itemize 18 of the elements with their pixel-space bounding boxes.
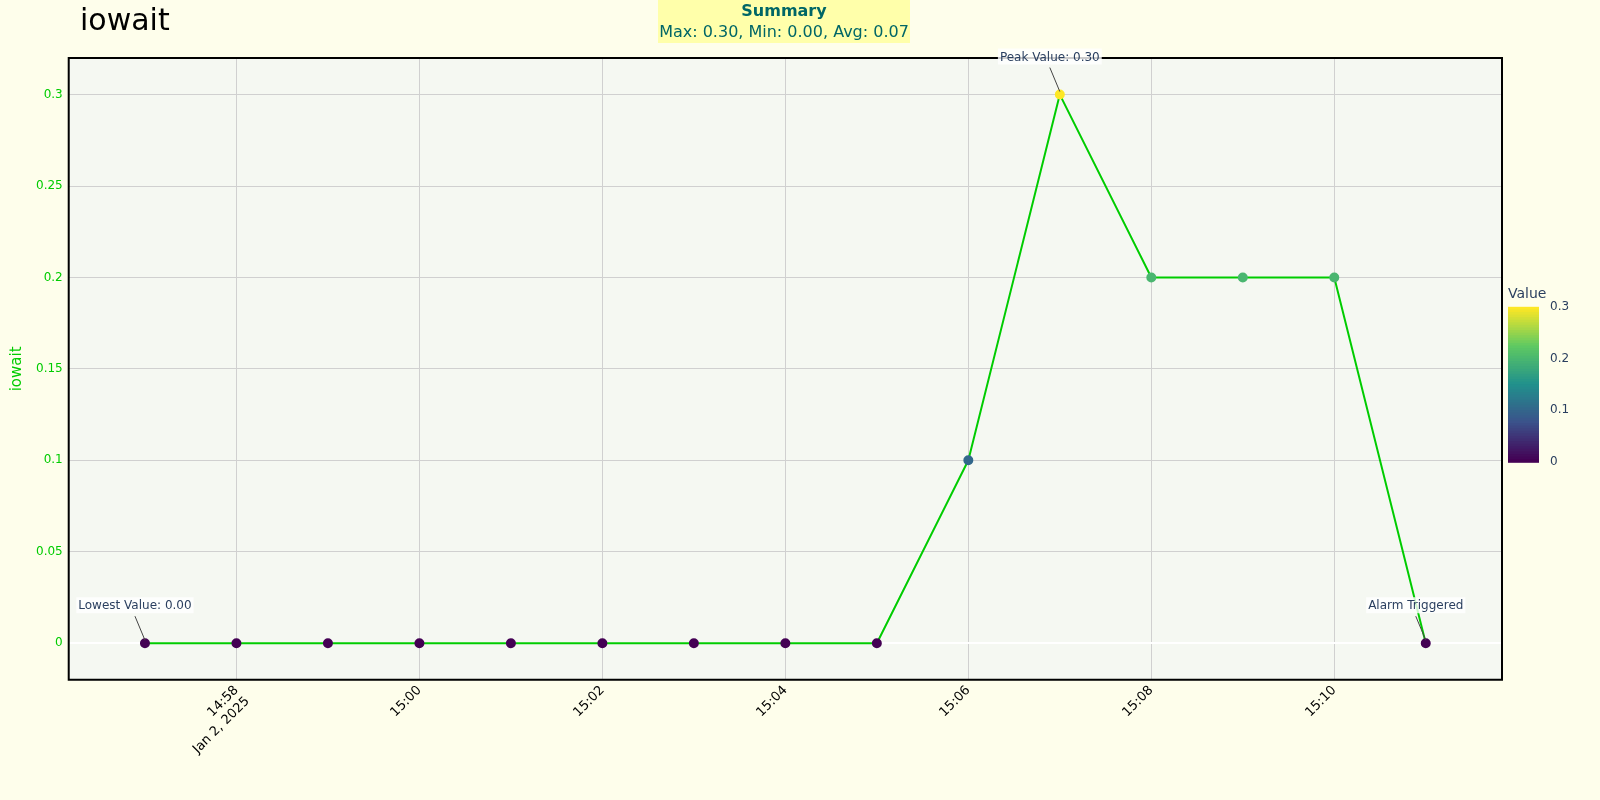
color-bar-label: 0.2 [1550,350,1570,365]
annotation: Alarm Triggered [1368,598,1464,613]
y-axis-title: iowait [6,346,25,392]
y-tick-label: 0.3 [43,86,63,101]
color-bar-title: Value [1508,285,1547,302]
chart-title: iowait [80,2,170,37]
color-bar-label: 0.1 [1550,402,1570,417]
y-tick-label: 0.25 [36,178,63,193]
color-bar-label: 0 [1550,453,1558,468]
y-tick-label: 0.15 [36,361,63,375]
y-tick-label: 0.05 [36,543,63,558]
text: Summary Max: 0.30, Min: 0.00, Avg: 0.07 [658,0,910,42]
color-bar-label: 0.3 [1550,298,1570,313]
y-tick-label: 0.2 [43,269,63,284]
y-tick-label: 0.1 [43,452,63,467]
annotation: Lowest Value: 0.00 [78,598,192,613]
y-tick-label: 0 [55,635,63,650]
annotation: Peak Value: 0.30 [999,49,1100,64]
